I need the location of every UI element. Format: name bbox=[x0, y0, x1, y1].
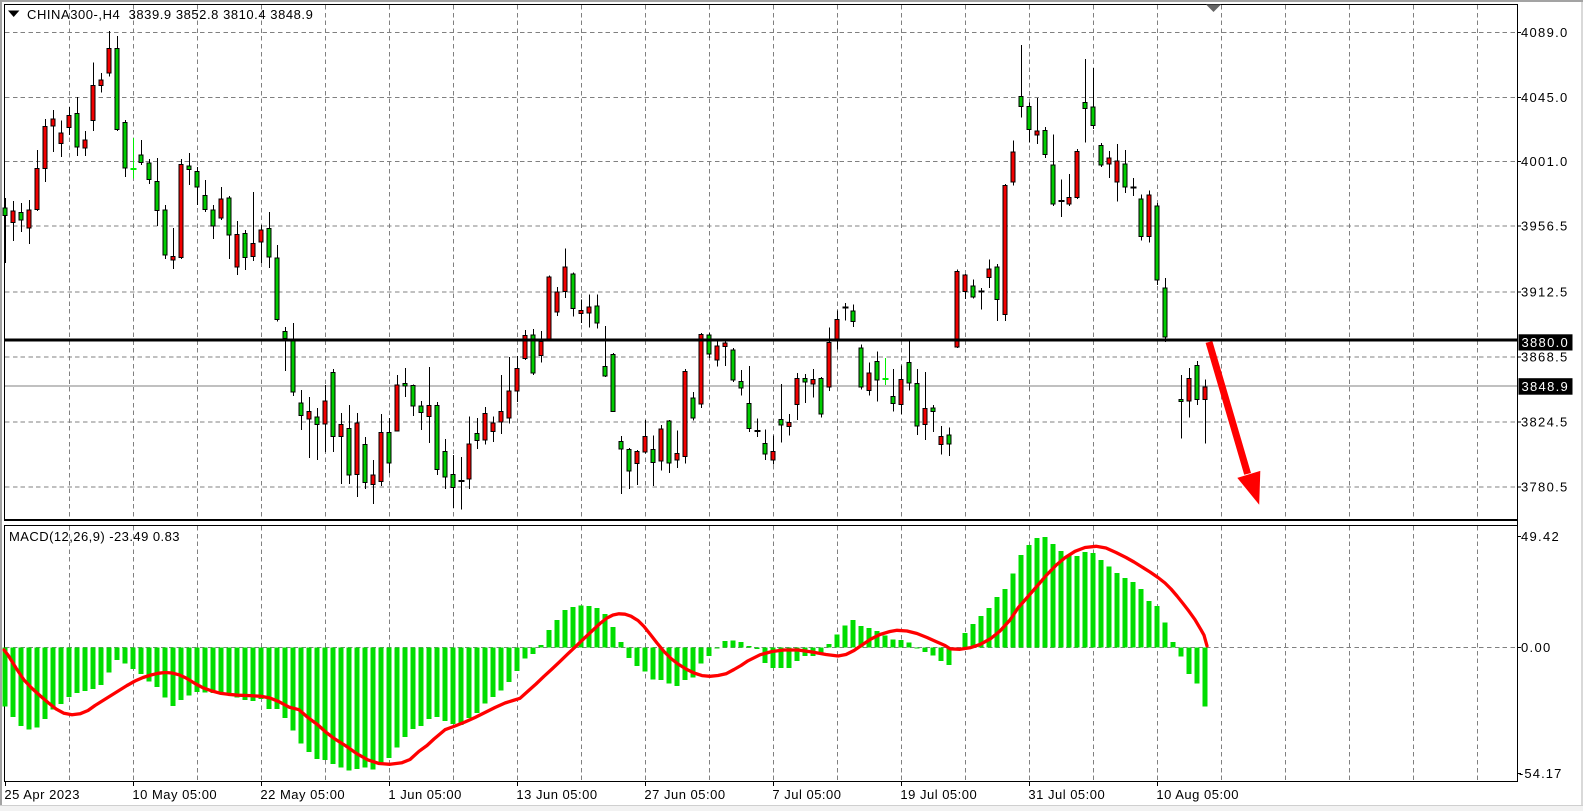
svg-text:22 May 05:00: 22 May 05:00 bbox=[260, 787, 345, 802]
svg-text:0.00: 0.00 bbox=[1521, 640, 1552, 655]
svg-text:4001.0: 4001.0 bbox=[1521, 154, 1569, 169]
svg-text:3880.0: 3880.0 bbox=[1522, 335, 1570, 350]
svg-text:25 Apr 2023: 25 Apr 2023 bbox=[4, 787, 80, 802]
svg-text:3912.5: 3912.5 bbox=[1521, 284, 1569, 299]
svg-text:49.42: 49.42 bbox=[1521, 529, 1560, 544]
svg-text:7 Jul 05:00: 7 Jul 05:00 bbox=[772, 787, 841, 802]
svg-text:10 May 05:00: 10 May 05:00 bbox=[132, 787, 217, 802]
svg-text:-54.17: -54.17 bbox=[1519, 766, 1562, 781]
svg-text:3824.5: 3824.5 bbox=[1521, 415, 1569, 430]
svg-text:4045.0: 4045.0 bbox=[1521, 90, 1569, 105]
svg-text:1 Jun 05:00: 1 Jun 05:00 bbox=[388, 787, 461, 802]
svg-text:3848.9: 3848.9 bbox=[1522, 379, 1570, 394]
svg-text:3956.5: 3956.5 bbox=[1521, 219, 1569, 234]
svg-text:MACD(12,26,9) -23.49 0.83: MACD(12,26,9) -23.49 0.83 bbox=[9, 529, 180, 544]
svg-text:19 Jul 05:00: 19 Jul 05:00 bbox=[900, 787, 977, 802]
svg-text:31 Jul 05:00: 31 Jul 05:00 bbox=[1028, 787, 1105, 802]
svg-text:3868.5: 3868.5 bbox=[1521, 350, 1569, 365]
svg-text:27 Jun 05:00: 27 Jun 05:00 bbox=[644, 787, 725, 802]
svg-text:13 Jun 05:00: 13 Jun 05:00 bbox=[516, 787, 597, 802]
svg-text:CHINA300-,H4 3839.9 3852.8 38: CHINA300-,H4 3839.9 3852.8 3810.4 3848.9 bbox=[27, 7, 313, 22]
svg-text:10 Aug 05:00: 10 Aug 05:00 bbox=[1156, 787, 1239, 802]
svg-text:3780.5: 3780.5 bbox=[1521, 479, 1569, 494]
svg-text:4089.0: 4089.0 bbox=[1521, 25, 1569, 40]
